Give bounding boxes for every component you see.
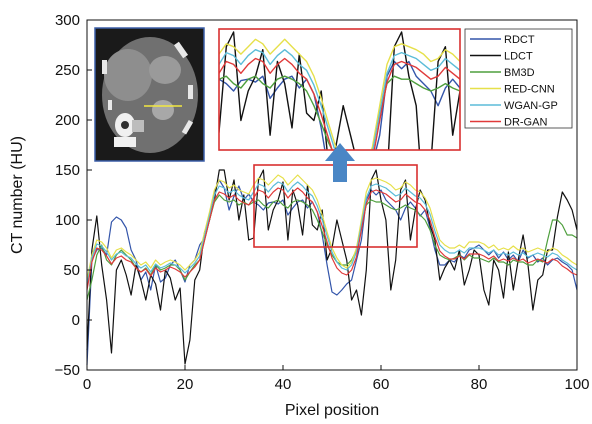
series-line-ldct [86, 169, 578, 365]
x-tick-label: 0 [83, 376, 91, 393]
inset-line-red-cnn [219, 38, 460, 150]
y-tick-label: 100 [55, 212, 80, 229]
inset-line-dr-gan [219, 57, 460, 150]
inset-line-bm3d [219, 75, 460, 150]
x-tick-label: 80 [471, 376, 488, 393]
y-tick-label: 200 [55, 112, 80, 129]
series-line-wgan-gp [86, 181, 578, 286]
inset-line-wgan-gp [219, 49, 460, 150]
zoom-arrow-icon [325, 143, 355, 182]
plot-frame [86, 19, 578, 371]
y-axis-label: CT number (HU) [9, 136, 26, 254]
inset-line-ldct [219, 31, 460, 150]
x-axis-label: Pixel position [285, 402, 379, 419]
y-tick-label: 250 [55, 62, 80, 79]
legend: RDCT LDCT BM3D RED-CNN WGAN-GP DR-GAN [464, 28, 573, 129]
series-line-red-cnn [86, 174, 578, 281]
y-tick-label: −50 [55, 362, 80, 379]
series-line-bm3d [86, 194, 578, 301]
y-tick-label: 150 [55, 162, 80, 179]
inset-series-layer [219, 31, 460, 150]
zoom-inset [218, 28, 461, 151]
legend-label: DR-GAN [504, 117, 547, 129]
legend-label: RED-CNN [504, 84, 555, 96]
series-line-rdct [86, 179, 578, 366]
legend-label: RDCT [504, 34, 535, 46]
ct-scan-thumbnail [94, 27, 205, 162]
x-tick-label: 100 [564, 376, 589, 393]
y-tick-label: 0 [72, 312, 80, 329]
series-layer [86, 169, 578, 366]
y-tick-label: 50 [63, 262, 80, 279]
x-tick-label: 40 [275, 376, 292, 393]
legend-label: WGAN-GP [504, 100, 558, 112]
series-line-dr-gan [86, 187, 578, 291]
x-tick-label: 60 [373, 376, 390, 393]
inset-line-rdct [219, 60, 460, 150]
legend-label: LDCT [504, 51, 533, 63]
y-tick-label: 300 [55, 12, 80, 29]
x-tick-label: 20 [177, 376, 194, 393]
legend-label: BM3D [504, 67, 535, 79]
